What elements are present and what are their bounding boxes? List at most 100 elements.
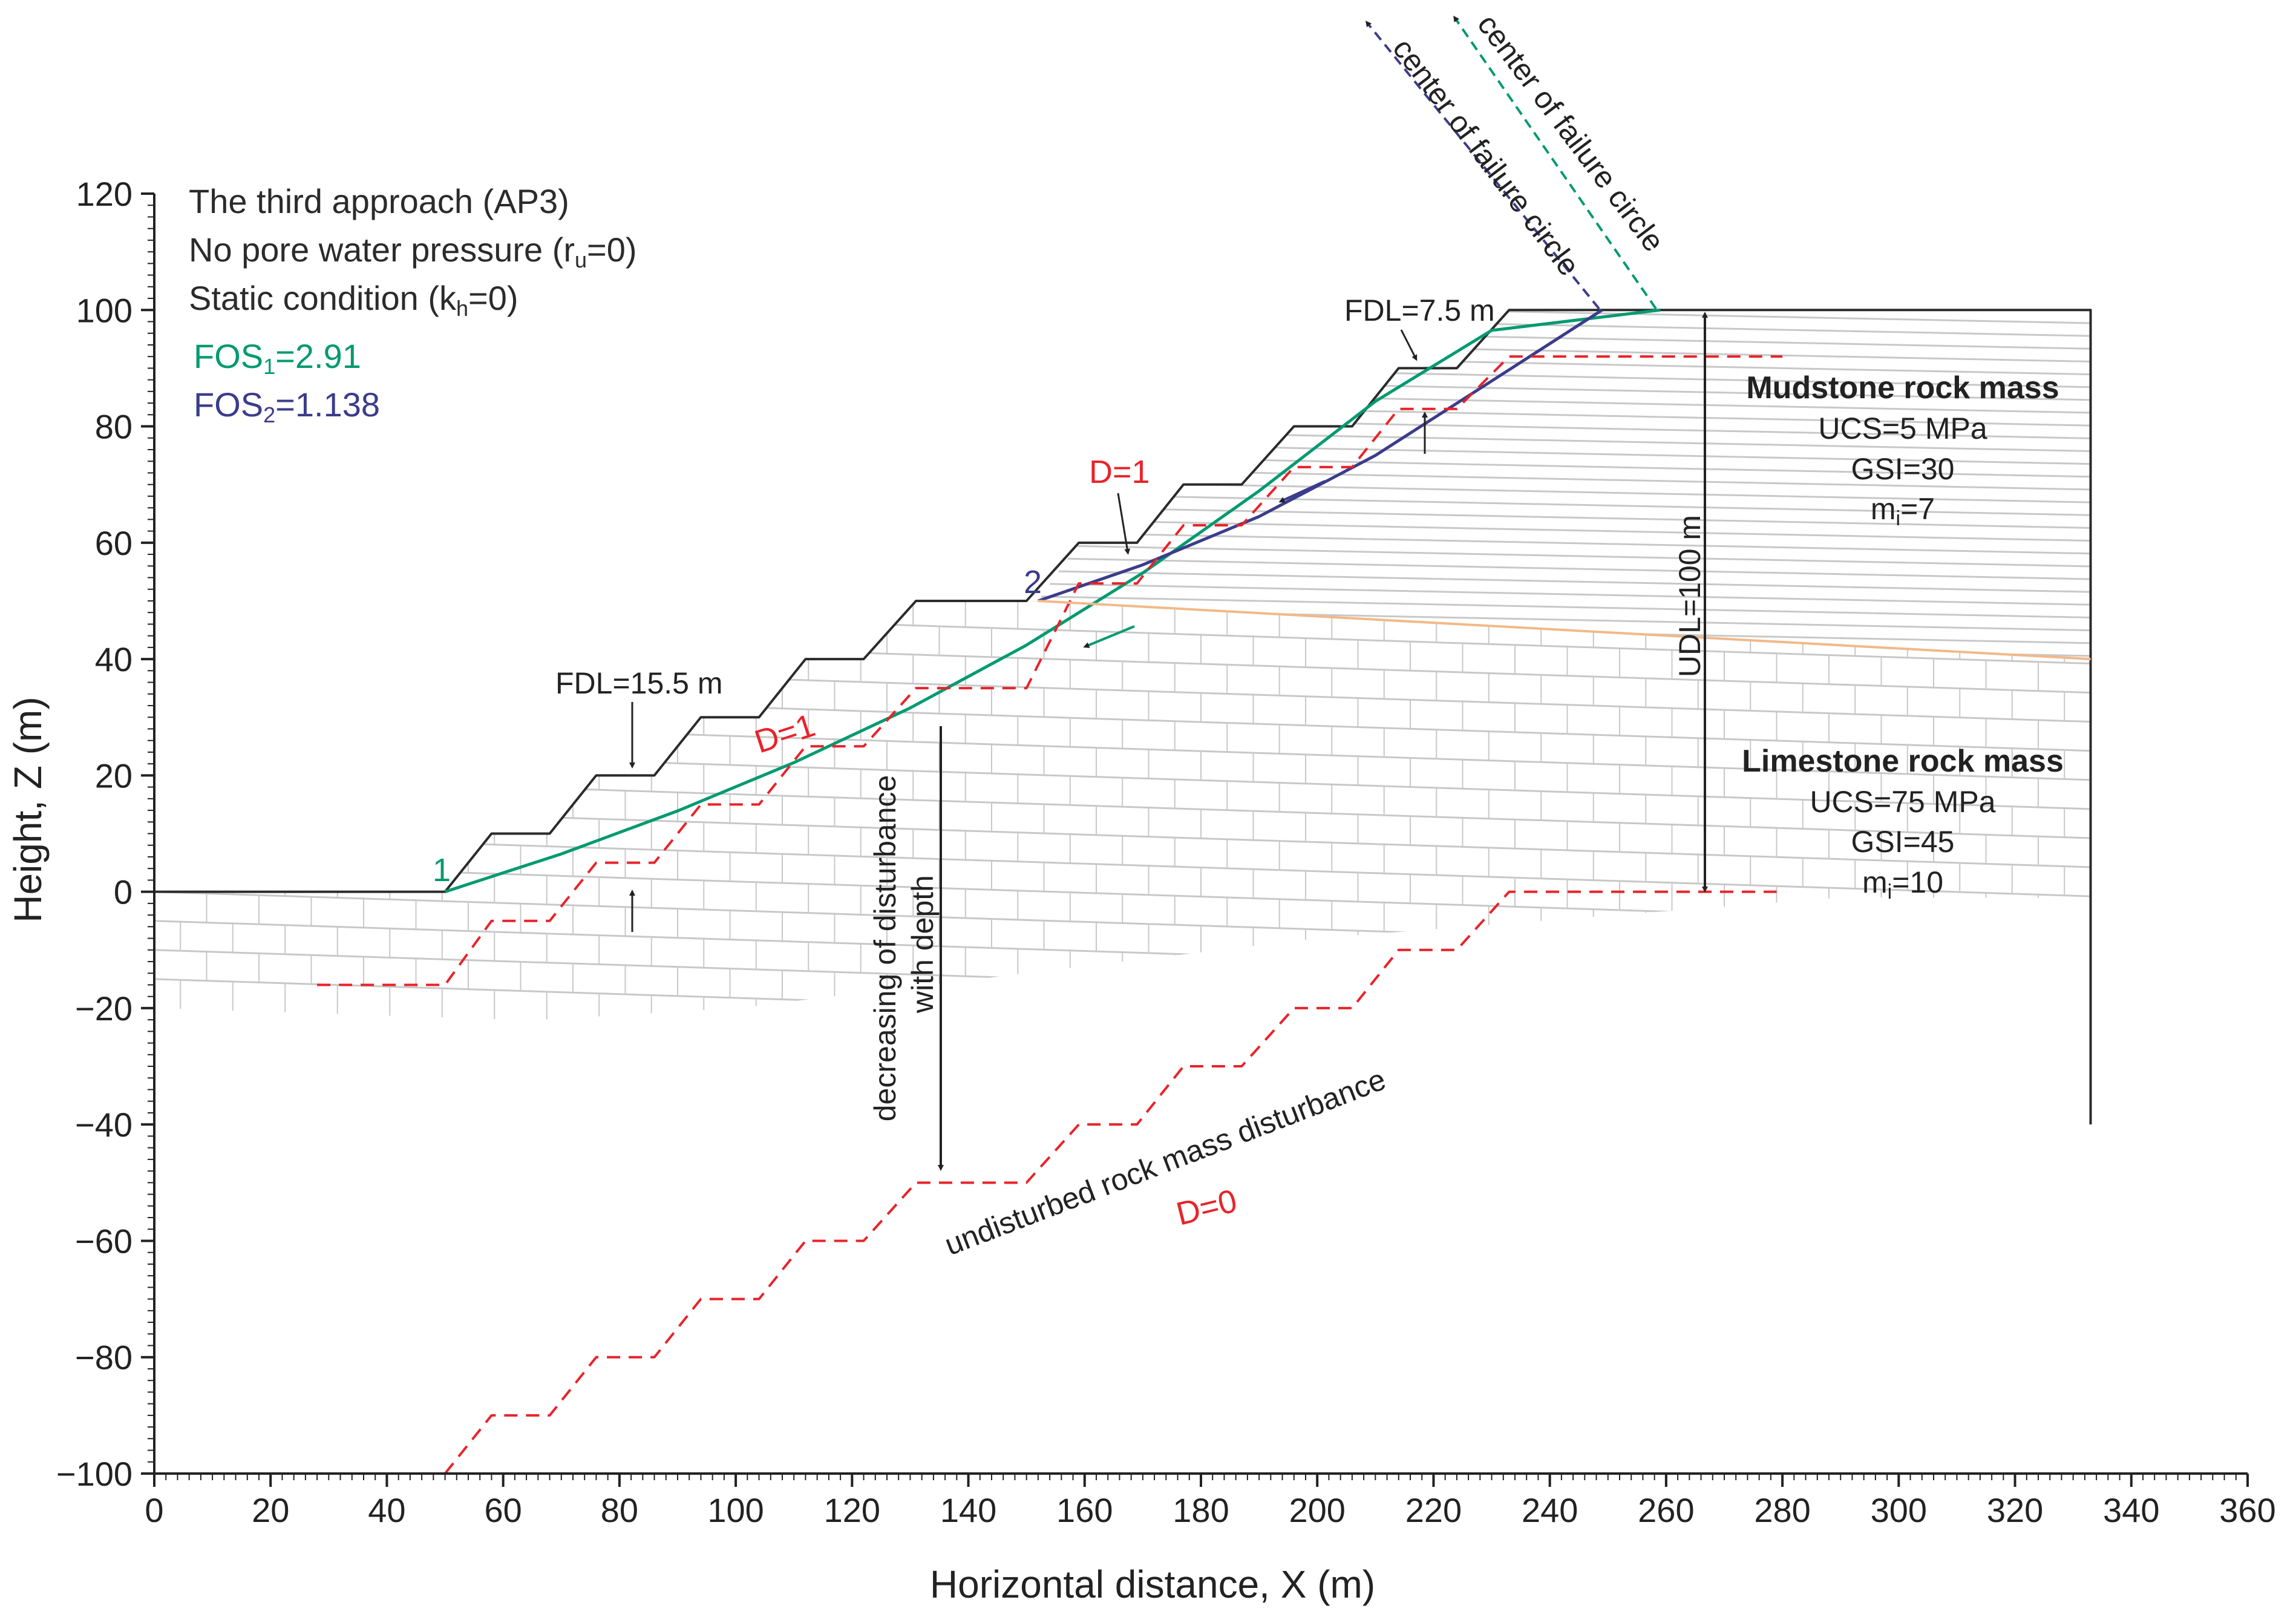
- mudstone-bed-line: [969, 723, 2131, 746]
- mudstone-bed-line: [1038, 632, 2091, 658]
- disturbance-boundary-d1-line: [317, 355, 1783, 986]
- center-blue-label: center of failure circle: [1386, 32, 1586, 282]
- x-ticks: 0 20 40 60 80 100 120 140 160 180 200 220 240 260 280 3…: [145, 1474, 2276, 1529]
- failure-surface-1-line: [444, 308, 1661, 894]
- y-tick-label: 80: [95, 408, 132, 446]
- x-tick-label: 40: [368, 1491, 405, 1529]
- y-axis-title: Height, Z (m): [6, 697, 50, 922]
- center-green-label: center of failure circle: [1471, 8, 1671, 258]
- x-tick-label: 280: [1754, 1491, 1810, 1529]
- x-tick-label: 200: [1289, 1491, 1346, 1529]
- fdl-upper-label: FDL=7.5 m: [1344, 294, 1495, 327]
- mudstone-bed-line: [1038, 504, 2091, 530]
- mudstone-bed-line: [1038, 325, 2091, 351]
- limestone-mi: mi=10: [1862, 865, 1943, 903]
- center-green-pointer: [1453, 15, 1657, 310]
- point-2-label: 2: [1024, 564, 1042, 600]
- y-tick-label: 40: [95, 640, 132, 678]
- point-1-label: 1: [433, 852, 451, 888]
- y-tick-label: 0: [114, 873, 132, 911]
- limestone-bed-line: [154, 891, 2091, 957]
- x-tick-label: 20: [252, 1491, 289, 1529]
- limestone-bed-line: [154, 629, 2091, 695]
- material-labels: Mudstone rock mass UCS=5 MPa GSI=30 mi=7…: [1742, 370, 2064, 903]
- x-tick-label: 80: [601, 1491, 638, 1529]
- x-tick-label: 360: [2219, 1491, 2275, 1529]
- x-tick-label: 60: [485, 1491, 522, 1529]
- fdl-lower-label: FDL=15.5 m: [555, 666, 723, 700]
- x-tick-label: 160: [1056, 1491, 1113, 1529]
- undisturbed-boundary-d0-line: [443, 890, 1777, 1475]
- limestone-bed-line: [154, 833, 2091, 899]
- x-tick-label: 300: [1871, 1491, 1927, 1529]
- mudstone-bed-line: [1038, 310, 2091, 312]
- center-blue-pointer: [1365, 21, 1600, 310]
- fos2-note: FOS2=1.138: [194, 385, 380, 427]
- x-tick-label: 260: [1638, 1491, 1694, 1529]
- mudstone-bed-line: [969, 710, 2131, 733]
- x-tick-label: 240: [1522, 1491, 1578, 1529]
- y-tick-label: −20: [75, 989, 132, 1028]
- mudstone-bed-line: [1038, 581, 2091, 607]
- udl-label: UDL=100 m: [1673, 515, 1707, 677]
- x-tick-label: 320: [1987, 1491, 2043, 1529]
- limestone-bed-line: [154, 687, 2091, 753]
- axes: 0 20 40 60 80 100 120 140 160 180 200 220 240 260 280 3…: [56, 175, 2276, 1529]
- y-ticks: 120 100 80 60 40 20 0 −20 −40 −60 −80 −100: [56, 175, 154, 1493]
- mudstone-bed-line: [1038, 594, 2091, 620]
- sliding-direction-arrow-1: [1278, 480, 1326, 503]
- mudstone-bed-line: [1038, 645, 2091, 660]
- x-tick-label: 220: [1405, 1491, 1462, 1529]
- y-tick-label: 100: [76, 291, 132, 329]
- limestone-bed-line: [154, 600, 2091, 637]
- mudstone-bed-line: [1038, 568, 2091, 594]
- limestone-bed-line: [154, 658, 2091, 724]
- y-tick-label: 120: [76, 175, 132, 213]
- mudstone-bed-line: [969, 275, 2131, 298]
- failure-surface-2-line: [1038, 309, 1603, 603]
- decreasing-disturbance-label: decreasing of disturbance with depth: [868, 767, 940, 1122]
- limestone-bed-line: [154, 600, 2091, 666]
- mudstone-bed-line: [1038, 312, 2091, 338]
- fos1-note: FOS1=2.91: [194, 337, 361, 379]
- y-tick-label: −80: [75, 1339, 132, 1377]
- x-tick-label: 120: [824, 1491, 880, 1529]
- mudstone-ucs: UCS=5 MPa: [1818, 412, 1987, 445]
- sliding-direction-arrow-2: [1083, 625, 1135, 648]
- limestone-bed-line: [154, 862, 2091, 928]
- d1-upper-arrow: [1117, 493, 1131, 555]
- x-tick-label: 100: [707, 1491, 764, 1529]
- y-tick-label: −60: [75, 1222, 132, 1260]
- limestone-gsi: GSI=45: [1851, 825, 1955, 859]
- x-tick-label: 0: [145, 1491, 163, 1529]
- limestone-ucs: UCS=75 MPa: [1810, 785, 1995, 819]
- d1-upper-label: D=1: [1089, 454, 1150, 490]
- limestone-name: Limestone rock mass: [1742, 744, 2064, 779]
- x-axis-title: Horizontal distance, X (m): [930, 1563, 1375, 1606]
- d0-label: D=0: [1173, 1182, 1240, 1233]
- pore-pressure-note: No pore water pressure (ru=0): [189, 231, 637, 272]
- mudstone-bed-line: [1038, 310, 2091, 325]
- approach-note: The third approach (AP3): [189, 182, 569, 220]
- rock-contact-line: [1038, 599, 2091, 661]
- limestone-bed-line: [154, 949, 2091, 1015]
- mudstone-bed-line: [1038, 543, 2091, 568]
- mudstone-bed-line: [1038, 517, 2091, 543]
- y-tick-label: −40: [75, 1106, 132, 1144]
- slope-profile-line: [154, 309, 2092, 1125]
- undisturbed-label: undisturbed rock mass disturbance: [940, 1062, 1390, 1262]
- mudstone-bed-line: [1038, 491, 2091, 517]
- static-condition-note: Static condition (kh=0): [189, 279, 518, 321]
- mudstone-bed-line: [1038, 530, 2091, 556]
- x-tick-label: 180: [1173, 1491, 1229, 1529]
- info-notes: The third approach (AP3) No pore water p…: [189, 182, 637, 427]
- series-layer: [154, 308, 2092, 1475]
- limestone-bed-line: [154, 978, 2091, 1043]
- y-tick-label: 60: [95, 524, 132, 562]
- mudstone-gsi: GSI=30: [1851, 452, 1955, 486]
- mudstone-mi: mi=7: [1871, 492, 1935, 530]
- annotations: FDL=7.5 m FDL=15.5 m D=1 D=1 D=0 1 2 UDL…: [433, 8, 1708, 1262]
- y-tick-label: −100: [56, 1455, 132, 1493]
- mudstone-name: Mudstone rock mass: [1746, 370, 2059, 405]
